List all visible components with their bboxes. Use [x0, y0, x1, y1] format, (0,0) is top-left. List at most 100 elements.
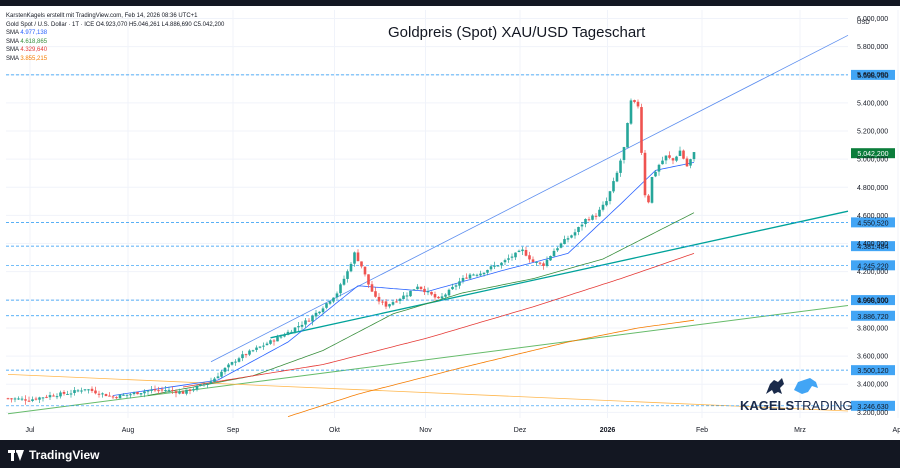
candle: [349, 263, 353, 272]
candle: [80, 390, 83, 392]
candle: [132, 392, 136, 395]
candle: [279, 336, 283, 338]
candle: [129, 394, 132, 396]
candle: [108, 395, 111, 397]
candle: [24, 399, 27, 401]
kagels-trading-logo: KAGELSTRADING: [740, 376, 853, 416]
candle: [465, 277, 468, 279]
candle: [150, 389, 153, 391]
candle: [605, 201, 608, 206]
candle: [223, 367, 227, 372]
candle: [101, 393, 104, 395]
candle: [447, 289, 451, 296]
x-tick-label: Feb: [696, 427, 708, 434]
candle: [573, 232, 577, 236]
candle: [682, 150, 685, 159]
x-tick-label: Aug: [122, 427, 135, 434]
top-bar: [0, 0, 900, 6]
candle: [489, 266, 493, 270]
candle: [318, 311, 321, 314]
level-label-bg: [851, 69, 895, 80]
candle: [209, 381, 213, 384]
x-tick-label: Apr: [893, 427, 900, 434]
candle: [41, 397, 45, 399]
level-label-bg: [851, 365, 895, 376]
candle: [62, 392, 66, 394]
sma-line-blue: [112, 162, 695, 396]
candle: [640, 107, 643, 153]
candle: [237, 358, 241, 362]
candle: [146, 390, 150, 392]
support-trendline: [270, 210, 849, 339]
candle: [321, 308, 325, 313]
candle: [671, 158, 675, 161]
candle: [461, 278, 465, 281]
candle: [402, 295, 405, 300]
candle: [507, 258, 510, 260]
candle: [384, 301, 388, 307]
candle: [685, 158, 689, 167]
candle: [472, 274, 475, 276]
candle: [601, 204, 605, 210]
candle: [615, 172, 619, 182]
candle: [6, 398, 10, 400]
candle: [538, 262, 542, 264]
candle: [97, 393, 101, 395]
candle: [269, 340, 272, 344]
candle: [419, 286, 423, 289]
long-trendline: [7, 304, 849, 415]
candle: [381, 301, 384, 303]
candle: [668, 155, 671, 158]
candle: [83, 389, 87, 391]
x-tick-label: Jul: [26, 427, 35, 434]
candle: [325, 303, 328, 308]
candle: [171, 389, 174, 391]
candle: [545, 259, 549, 266]
candle: [363, 266, 367, 275]
candle: [454, 285, 458, 287]
candle: [608, 191, 612, 202]
candle: [577, 227, 580, 232]
candle: [650, 177, 654, 203]
candle: [335, 293, 339, 298]
candle: [430, 291, 433, 295]
candle: [248, 350, 251, 355]
candle: [27, 400, 31, 402]
sma-line-orange: [287, 319, 695, 417]
level-label: 3.886,720: [857, 314, 888, 321]
chart-legend: KarstenKagels erstellt mit TradingView.c…: [6, 12, 224, 64]
candle: [657, 164, 661, 172]
y-tick-label: 4.400,000: [857, 241, 888, 248]
candle: [188, 389, 192, 391]
candle: [244, 354, 248, 356]
candle: [566, 238, 570, 240]
candle: [468, 274, 472, 279]
candle: [552, 250, 556, 257]
candle: [412, 289, 416, 291]
candle: [76, 390, 80, 392]
channel-line-upper: [210, 34, 849, 363]
candle: [293, 327, 297, 333]
candle: [678, 150, 682, 157]
candle: [598, 209, 601, 217]
candle: [622, 147, 626, 160]
y-tick-label: 5.800,000: [857, 44, 888, 51]
y-tick-label: 6.000,000: [857, 16, 888, 23]
candle: [377, 296, 381, 302]
candle: [493, 265, 496, 267]
sma-legend-1: SMA 4.977,138: [6, 30, 48, 37]
candle: [629, 100, 633, 124]
candle: [416, 286, 419, 290]
price-chart[interactable]: 5.598,750 4.550,520 4.381,484 4.245,220 3.99…: [0, 0, 900, 440]
candle: [311, 315, 314, 322]
candle: [612, 181, 615, 192]
candle: [486, 269, 489, 273]
chart-title: Goldpreis (Spot) XAU/USD Tageschart: [388, 24, 646, 41]
candle: [531, 259, 535, 262]
candle: [262, 345, 265, 347]
tradingview-logo[interactable]: TradingView: [8, 448, 99, 462]
candle: [524, 249, 528, 256]
symbol-ohlc: Gold Spot / U.S. Dollar · 1T · ICE O4.92…: [6, 21, 225, 28]
level-label: 4.550,520: [857, 220, 888, 227]
y-tick-label: 4.000,000: [857, 297, 888, 304]
